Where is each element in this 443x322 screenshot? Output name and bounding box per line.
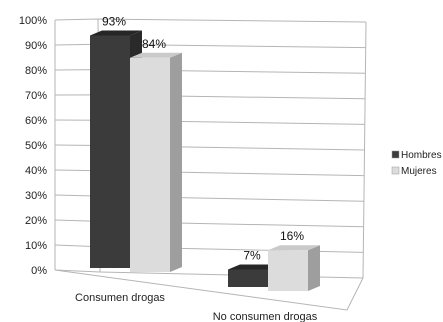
data-label: 93% bbox=[102, 15, 126, 29]
y-tick-label: 0% bbox=[31, 265, 47, 277]
bar-mujeres-0 bbox=[130, 53, 182, 272]
y-tick-label: 50% bbox=[25, 140, 47, 152]
x-axis-categories: Consumen drogas No consumen drogas bbox=[75, 292, 318, 322]
chart-bars: 93% 84% 7% 16% bbox=[90, 15, 320, 292]
y-tick-label: 20% bbox=[25, 215, 47, 227]
y-tick-label: 80% bbox=[25, 65, 47, 77]
y-tick-label: 30% bbox=[25, 190, 47, 202]
bar-mujeres-1 bbox=[268, 245, 320, 291]
y-tick-label: 70% bbox=[25, 90, 47, 102]
y-tick-label: 100% bbox=[19, 15, 47, 27]
bar-side bbox=[308, 245, 320, 291]
legend-swatch bbox=[392, 167, 399, 174]
legend-label: Hombres bbox=[401, 150, 442, 161]
data-label: 7% bbox=[243, 249, 261, 263]
bar-front bbox=[228, 270, 268, 288]
bar-side bbox=[170, 53, 182, 272]
bar-front bbox=[130, 58, 170, 272]
y-tick-label: 60% bbox=[25, 115, 47, 127]
legend-label: Mujeres bbox=[401, 166, 437, 177]
data-label: 16% bbox=[280, 229, 304, 243]
y-axis-ticks: 0% 10% 20% 30% 40% 50% 60% 70% 80% 90% 100% bbox=[19, 15, 47, 277]
bar-front bbox=[90, 36, 130, 269]
y-tick-label: 40% bbox=[25, 165, 47, 177]
legend-swatch bbox=[392, 151, 399, 158]
x-category-label: No consumen drogas bbox=[213, 311, 318, 322]
data-label: 84% bbox=[142, 37, 166, 51]
y-tick-label: 90% bbox=[25, 40, 47, 52]
y-tick-label: 10% bbox=[25, 240, 47, 252]
bar-front bbox=[268, 250, 308, 291]
x-category-label: Consumen drogas bbox=[75, 292, 165, 304]
chart-legend: Hombres Mujeres bbox=[392, 150, 442, 177]
